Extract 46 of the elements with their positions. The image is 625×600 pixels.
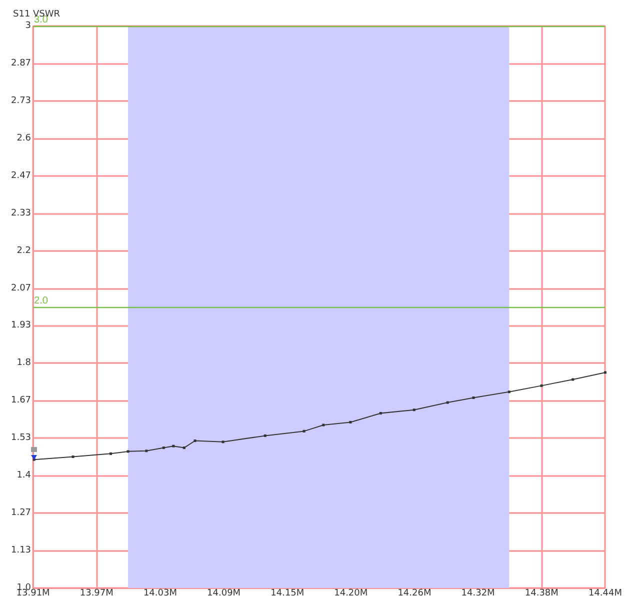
x-tick-label: 14.15M [270, 588, 304, 598]
point [508, 390, 510, 394]
y-tick-label: 2.87 [10, 58, 32, 68]
point [110, 452, 112, 455]
y-tick-label: 1.13 [10, 546, 32, 556]
point [172, 444, 175, 448]
x-tick-label: 14.20M [334, 588, 368, 598]
point [222, 440, 224, 444]
y-tick-label: 1.4 [16, 470, 32, 481]
point [322, 424, 325, 426]
y-tick-label: 1.53 [10, 433, 32, 444]
point [446, 401, 449, 404]
point [572, 378, 574, 381]
x-tick-label: 13.97M [80, 588, 114, 598]
y-tick-label: 1.67 [10, 396, 32, 406]
x-tick-label: 14.09M [207, 588, 241, 598]
point [182, 446, 186, 450]
point [302, 430, 306, 432]
ref-line-label: 2.0 [34, 296, 48, 306]
point [540, 384, 543, 387]
x-tick-label: 13.91M [16, 588, 50, 598]
point [145, 450, 148, 452]
y-tick-label: 2.2 [16, 246, 32, 256]
y-tick-label: 2.47 [10, 170, 32, 181]
x-tick-label: 14.03M [143, 588, 177, 598]
y-tick-label: 2.33 [10, 208, 32, 218]
point [72, 456, 74, 458]
x-tick-label: 14.26M [398, 588, 432, 598]
point [604, 371, 606, 374]
y-tick-label: 2.73 [10, 96, 32, 106]
point [162, 446, 165, 450]
y-tick-label: 1.27 [10, 508, 32, 518]
y-tick-label: 1.8 [16, 358, 32, 368]
y-tick-label: 1.93 [10, 320, 32, 331]
x-tick-label: 14.32M [461, 588, 495, 598]
y-tick-label: 2.6 [16, 133, 32, 144]
x-tick-label: 14.44M [588, 588, 622, 598]
line-series [32, 371, 606, 461]
point [349, 420, 352, 424]
y-tick-label: 3 [25, 21, 32, 31]
point [379, 412, 382, 414]
x-tick-label: 14.38M [524, 588, 558, 598]
point [412, 408, 416, 412]
point [264, 434, 266, 437]
point [126, 450, 130, 453]
y-tick-label: 2.07 [10, 283, 32, 294]
